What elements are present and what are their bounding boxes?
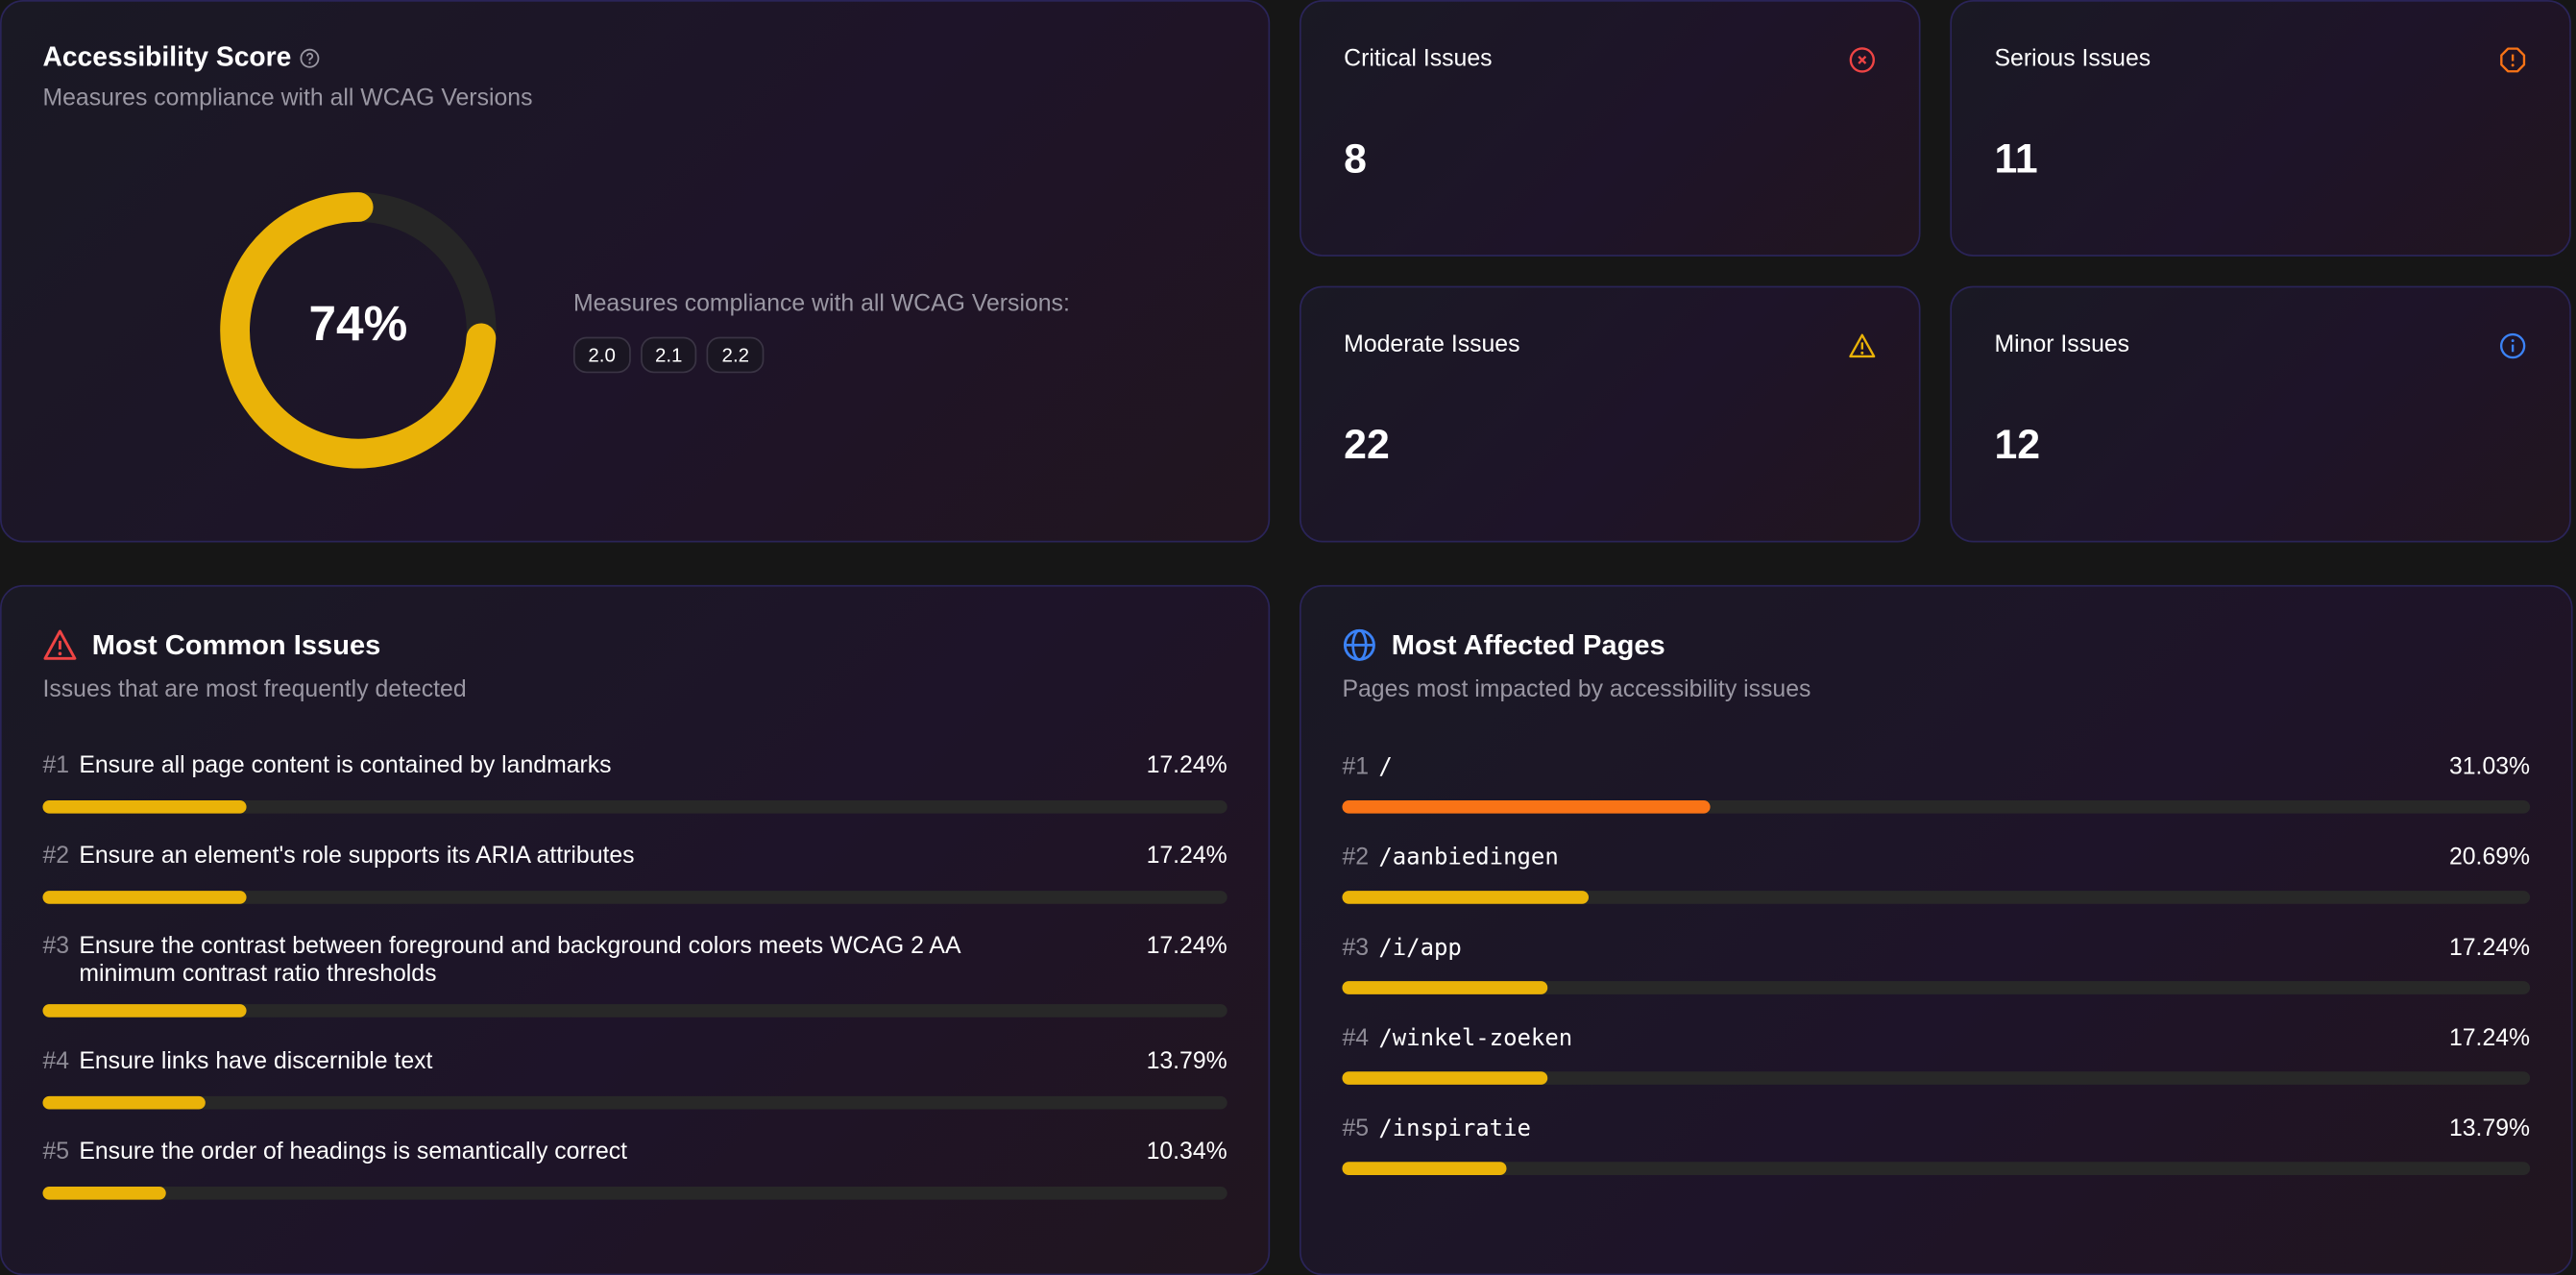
progress-fill	[42, 891, 248, 904]
rank-label: #4	[42, 1048, 70, 1075]
page-row[interactable]: #5/inspiratie 13.79%	[1342, 1116, 2531, 1175]
progress-fill	[1342, 891, 1589, 904]
issue-row[interactable]: #3 Ensure the contrast between foreground…	[42, 933, 1227, 1018]
version-badge: 2.0	[572, 336, 631, 374]
progress-fill	[42, 1186, 165, 1200]
progress-track	[42, 1095, 1227, 1110]
versions-label: Measures compliance with all WCAG Versio…	[572, 290, 1070, 318]
globe-icon	[1343, 628, 1375, 661]
page-path[interactable]: /aanbiedingen	[1378, 845, 1559, 871]
rank-label: #4	[1342, 1025, 1370, 1052]
serious-issues-card[interactable]: Serious Issues 11	[1950, 0, 2571, 257]
donut-fill	[220, 192, 497, 469]
minor-issues-card[interactable]: Minor Issues 12	[1950, 285, 2571, 543]
score-value: 74%	[308, 297, 408, 353]
alert-octagon-icon	[2500, 47, 2526, 73]
page-row[interactable]: #1 / 31.03%	[1342, 754, 2531, 814]
card-value: 22	[1344, 422, 1390, 469]
help-circle-icon[interactable]	[300, 48, 321, 69]
page-path[interactable]: /i/app	[1378, 935, 1462, 962]
progress-track	[42, 1186, 1227, 1200]
issue-text: Ensure all page content is contained by …	[79, 752, 612, 779]
percentage-label: 20.69%	[2448, 845, 2531, 871]
page-row[interactable]: #3/i/app 17.24%	[1342, 935, 2531, 994]
page-path[interactable]: /winkel-zoeken	[1378, 1025, 1573, 1052]
section-title: Most Common Issues	[91, 628, 381, 660]
progress-track	[42, 891, 1227, 904]
percentage-label: 13.79%	[1146, 1048, 1227, 1075]
section-title: Most Affected Pages	[1391, 628, 1665, 660]
card-value: 11	[1994, 135, 2038, 183]
rank-label: #1	[1342, 754, 1370, 781]
issue-row[interactable]: #1 Ensure all page content is contained b…	[42, 752, 1227, 814]
progress-track	[1342, 799, 2531, 814]
progress-fill	[42, 799, 248, 814]
percentage-label: 13.79%	[2448, 1116, 2531, 1142]
info-circle-icon	[2499, 332, 2526, 359]
accessibility-score-card: Accessibility Score Measures compliance …	[0, 0, 1271, 543]
rank-label: #2	[42, 843, 70, 870]
rank-label: #5	[1342, 1116, 1370, 1142]
score-title: Accessibility Score	[42, 42, 292, 73]
rank-label: #3	[42, 933, 70, 960]
card-label: Serious Issues	[1994, 45, 2151, 73]
percentage-label: 17.24%	[2448, 935, 2531, 962]
warning-triangle-icon	[1849, 333, 1876, 358]
version-badges: 2.0 2.1 2.2	[572, 336, 774, 374]
progress-track	[42, 799, 1227, 814]
percentage-label: 17.24%	[1146, 933, 1227, 960]
progress-fill	[1342, 799, 1712, 814]
card-value: 12	[1994, 422, 2041, 469]
page-row[interactable]: #4/winkel-zoeken 17.24%	[1342, 1025, 2531, 1085]
version-badge: 2.2	[707, 336, 765, 374]
percentage-label: 17.24%	[1146, 843, 1227, 870]
progress-track	[1342, 1162, 2531, 1175]
percentage-label: 10.34%	[1146, 1139, 1227, 1165]
page-row[interactable]: #2/aanbiedingen 20.69%	[1342, 845, 2531, 904]
progress-fill	[42, 1004, 248, 1018]
progress-track	[42, 1004, 1227, 1018]
x-circle-icon	[1849, 47, 1875, 73]
warning-triangle-icon	[43, 629, 77, 660]
section-subtitle: Pages most impacted by accessibility iss…	[1342, 676, 1811, 704]
issue-text: Ensure an element's role supports its AR…	[79, 843, 635, 870]
critical-issues-card[interactable]: Critical Issues 8	[1299, 0, 1921, 257]
issue-text: Ensure the order of headings is semantic…	[79, 1139, 628, 1165]
card-label: Minor Issues	[1994, 331, 2130, 358]
issue-row[interactable]: #4 Ensure links have discernible text 13.7…	[42, 1048, 1227, 1110]
section-subtitle: Issues that are most frequently detected	[42, 676, 467, 704]
progress-fill	[1342, 1162, 1506, 1175]
progress-track	[1342, 1071, 2531, 1085]
percentage-label: 17.24%	[1146, 752, 1227, 779]
score-donut	[220, 192, 497, 469]
score-subtitle: Measures compliance with all WCAG Versio…	[42, 85, 533, 112]
progress-fill	[1342, 1071, 1547, 1085]
card-label: Critical Issues	[1344, 45, 1493, 73]
rank-label: #2	[1342, 845, 1370, 871]
percentage-label: 17.24%	[2448, 1025, 2531, 1052]
version-badge: 2.1	[640, 336, 697, 374]
progress-track	[1342, 891, 2531, 904]
rank-label: #5	[42, 1139, 70, 1165]
most-affected-pages-card: Most Affected Pages Pages most impacted …	[1299, 584, 2573, 1275]
rank-label: #3	[1342, 935, 1370, 962]
page-path[interactable]: /inspiratie	[1378, 1116, 1531, 1142]
issue-text: Ensure the contrast between foreground a…	[79, 933, 960, 988]
progress-fill	[42, 1095, 207, 1110]
percentage-label: 31.03%	[2448, 754, 2531, 781]
progress-fill	[1342, 981, 1547, 994]
page-path[interactable]: /	[1378, 754, 1393, 781]
card-value: 8	[1344, 135, 1367, 183]
moderate-issues-card[interactable]: Moderate Issues 22	[1299, 285, 1921, 543]
issue-text: Ensure links have discernible text	[79, 1048, 433, 1075]
most-common-issues-card: Most Common Issues Issues that are most …	[0, 584, 1271, 1275]
progress-track	[1342, 981, 2531, 994]
issue-row[interactable]: #2 Ensure an element's role supports its …	[42, 843, 1227, 904]
issue-row[interactable]: #5 Ensure the order of headings is semant…	[42, 1139, 1227, 1200]
rank-label: #1	[42, 752, 70, 779]
card-label: Moderate Issues	[1344, 331, 1520, 358]
